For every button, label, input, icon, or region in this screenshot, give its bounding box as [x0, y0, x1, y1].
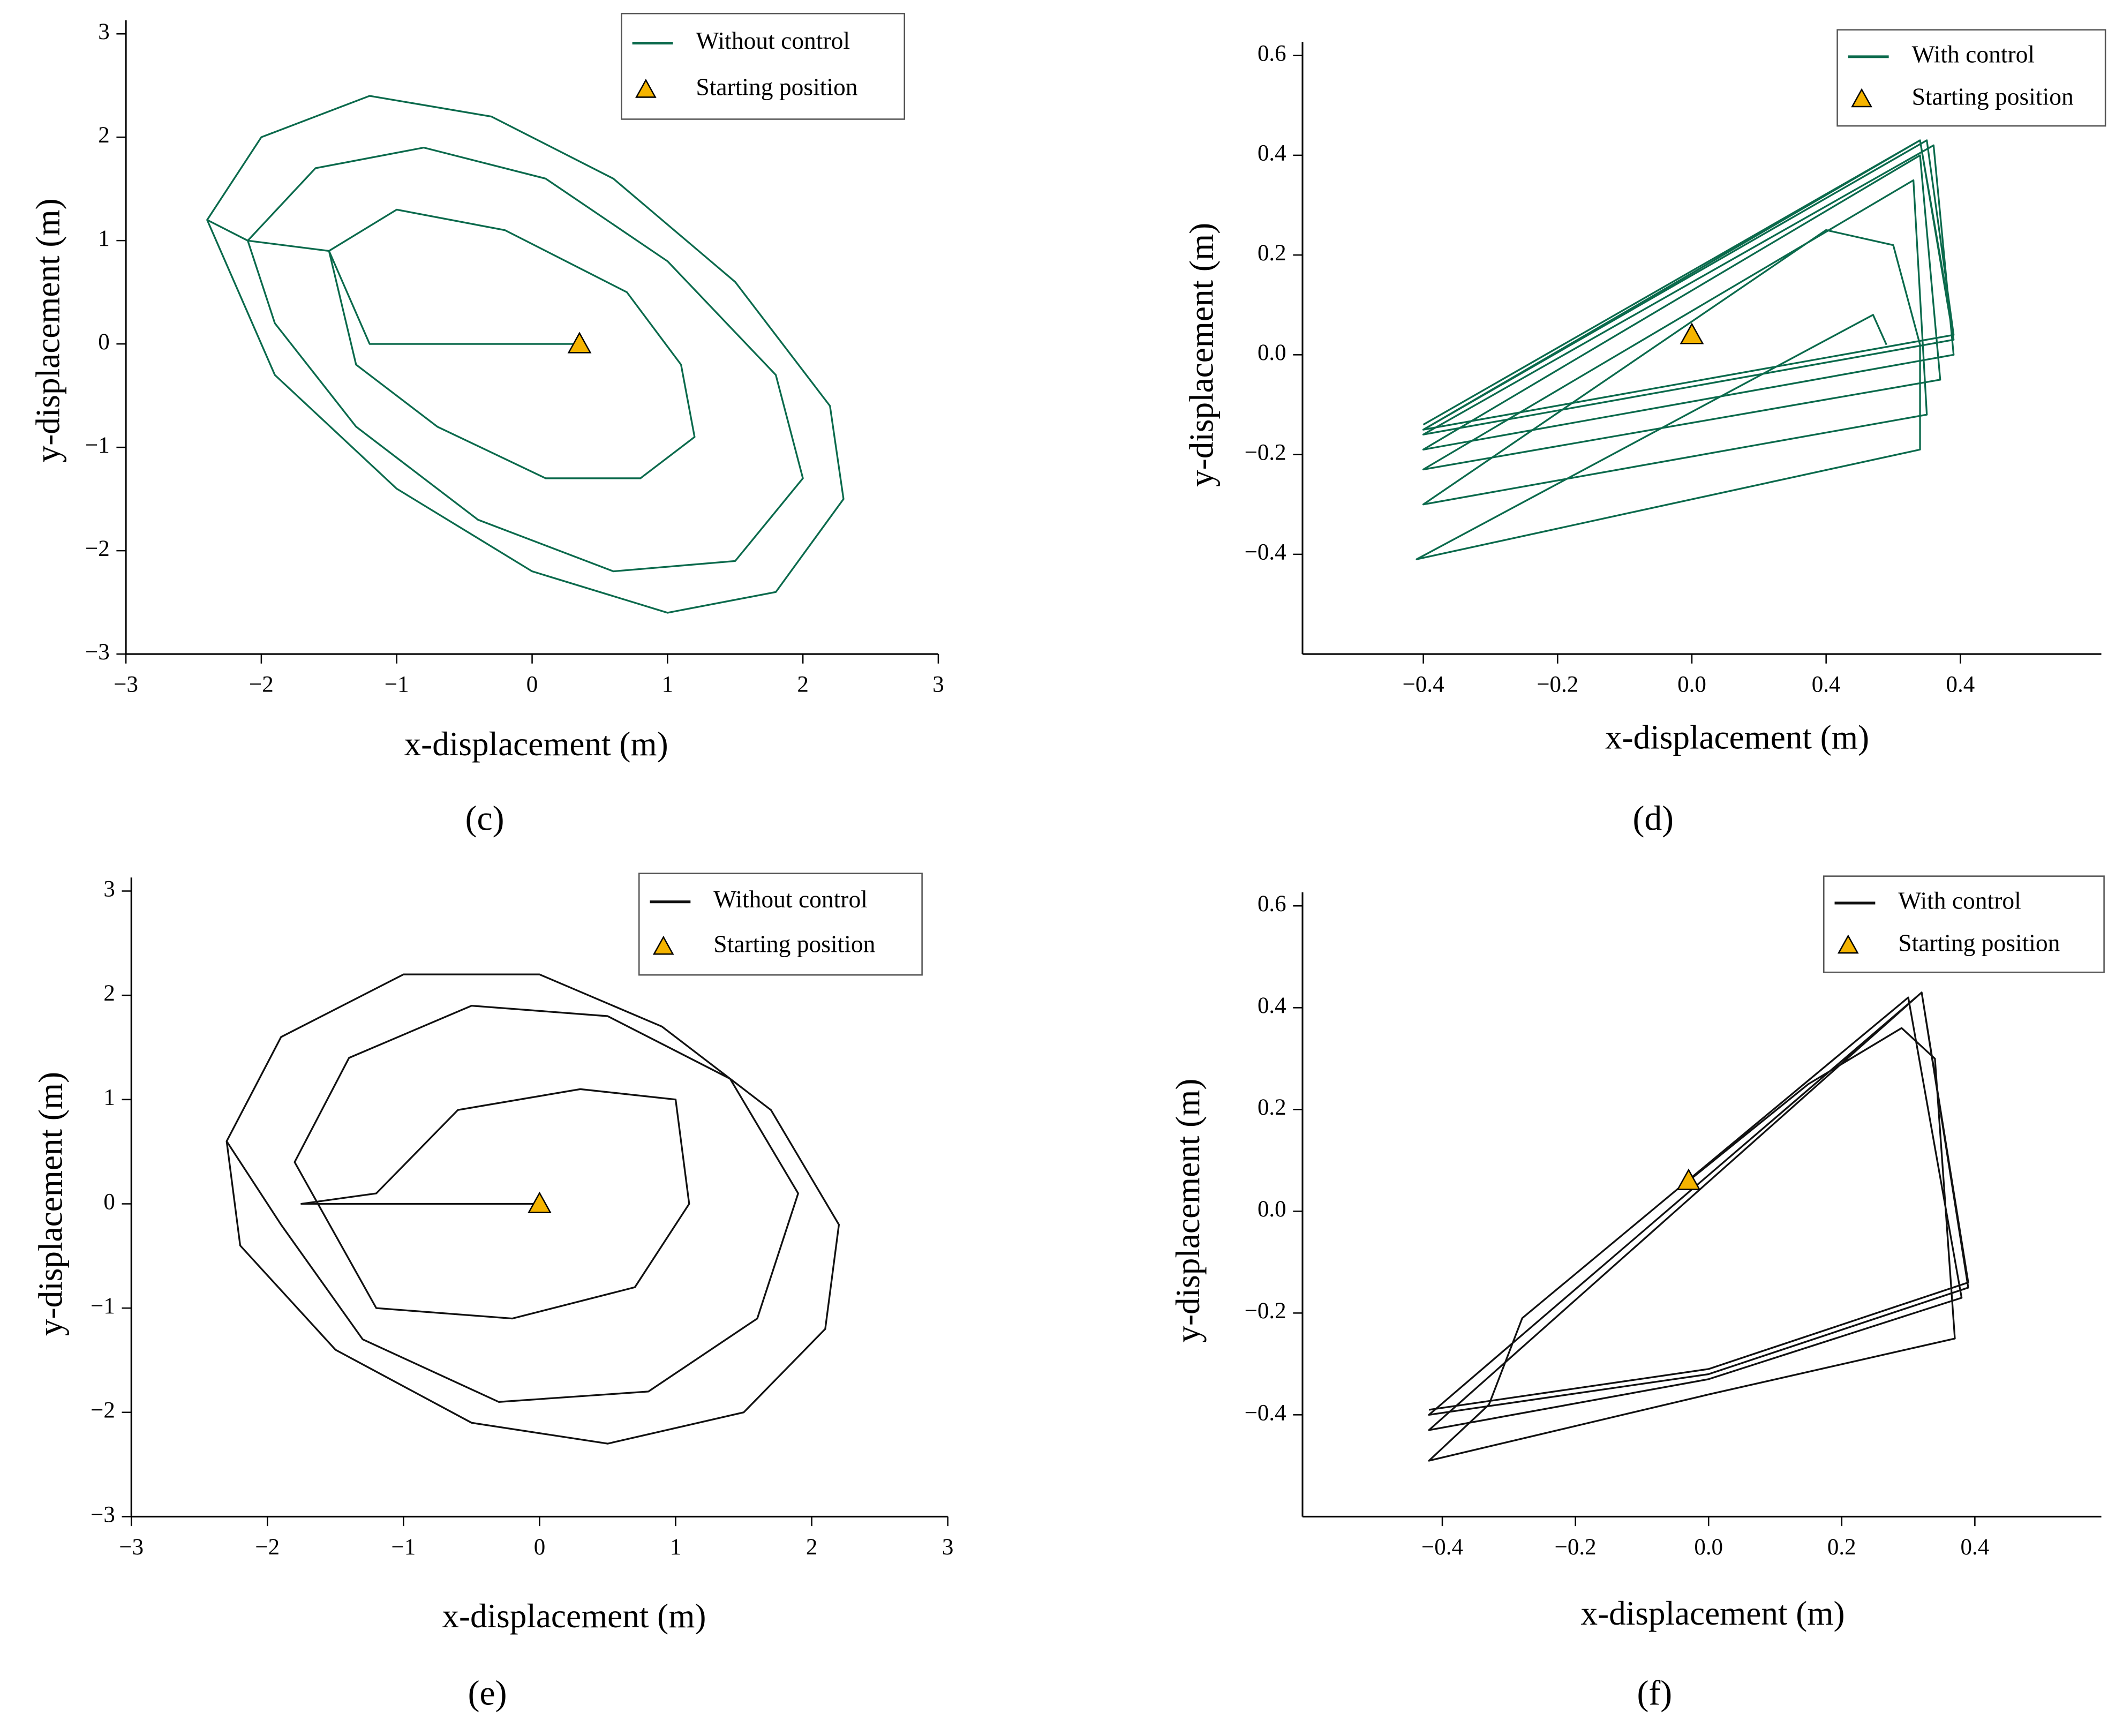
legend-marker — [635, 78, 657, 98]
y-tick-label: −3 — [85, 640, 110, 665]
y-tick-label: 0 — [98, 329, 109, 355]
y-tick-label: 0.4 — [1258, 993, 1286, 1018]
legend-label: Starting position — [696, 73, 857, 101]
y-tick-label: 0.0 — [1258, 1197, 1286, 1222]
legend-marker — [1837, 934, 1859, 954]
legend-label: Starting position — [713, 930, 875, 958]
x-tick-label: −3 — [114, 672, 138, 697]
x-tick-label: −2 — [249, 672, 274, 697]
x-tick-label: 0.4 — [1812, 672, 1841, 697]
trajectory — [206, 95, 845, 614]
y-tick-label: 0.4 — [1258, 141, 1286, 166]
y-axis-label: y-displacement (m) — [1169, 1079, 1207, 1343]
x-tick-label: 3 — [932, 672, 944, 697]
x-tick-label: −0.2 — [1555, 1535, 1597, 1560]
legend-box — [621, 13, 906, 120]
y-tick-label: 3 — [103, 876, 115, 901]
y-tick-label: 0.6 — [1258, 891, 1286, 916]
y-tick-label: −3 — [91, 1502, 115, 1527]
x-tick-label: −1 — [385, 672, 409, 697]
y-axis-label: y-displacement (m) — [1183, 223, 1220, 487]
caption: (f) — [1637, 1674, 1672, 1713]
legend-label: Without control — [696, 27, 850, 54]
legend-label: With control — [1898, 886, 2021, 914]
y-tick-label: −2 — [91, 1398, 115, 1423]
x-axis-label: x-displacement (m) — [442, 1597, 706, 1635]
x-tick-label: 0.4 — [1961, 1535, 1990, 1560]
x-tick-label: 0 — [534, 1535, 545, 1560]
y-tick-label: 1 — [103, 1085, 115, 1110]
y-tick-label: 0 — [103, 1189, 115, 1214]
y-tick-label: −1 — [85, 433, 110, 458]
y-tick-label: −0.2 — [1245, 440, 1286, 465]
x-tick-label: 0.2 — [1827, 1535, 1856, 1560]
legend-box — [638, 873, 923, 976]
x-tick-label: 0.4 — [1946, 672, 1975, 697]
trajectory — [225, 973, 840, 1445]
y-tick-label: −0.4 — [1245, 540, 1286, 565]
start-marker — [1680, 322, 1704, 344]
y-tick-label: −1 — [91, 1294, 115, 1319]
y-axis-label: y-displacement (m) — [32, 1072, 70, 1336]
legend-label: Without control — [713, 885, 868, 913]
legend-label: With control — [1912, 40, 2035, 67]
y-tick-label: −0.2 — [1245, 1298, 1286, 1324]
y-tick-label: 2 — [98, 123, 109, 148]
x-tick-label: −3 — [119, 1535, 144, 1560]
y-tick-label: 0.0 — [1258, 340, 1286, 365]
start-marker — [567, 332, 592, 354]
x-axis-label: x-displacement (m) — [1605, 718, 1869, 756]
legend-marker — [652, 935, 674, 955]
x-tick-label: −0.4 — [1403, 672, 1444, 697]
x-tick-label: 2 — [806, 1535, 817, 1560]
x-tick-label: 1 — [670, 1535, 681, 1560]
x-axis-label: x-displacement (m) — [1580, 1595, 1845, 1632]
x-tick-label: −2 — [255, 1535, 280, 1560]
x-tick-label: −1 — [392, 1535, 416, 1560]
x-axis-label: x-displacement (m) — [404, 725, 668, 763]
legend-box — [1836, 29, 2106, 127]
y-tick-label: 0.2 — [1258, 241, 1286, 266]
caption: (e) — [468, 1674, 507, 1713]
legend-label: Starting position — [1912, 82, 2074, 110]
x-tick-label: −0.2 — [1537, 672, 1578, 697]
x-tick-label: −0.4 — [1421, 1535, 1463, 1560]
x-tick-label: 0.0 — [1694, 1535, 1723, 1560]
trajectory — [1416, 139, 1955, 560]
x-tick-label: 0.0 — [1677, 672, 1706, 697]
start-marker — [1676, 1168, 1701, 1190]
legend-box — [1823, 875, 2105, 973]
trajectory — [1428, 991, 1969, 1462]
y-tick-label: 3 — [98, 19, 109, 44]
y-tick-label: 1 — [98, 226, 109, 251]
x-tick-label: 3 — [942, 1535, 953, 1560]
caption: (c) — [465, 799, 505, 838]
y-tick-label: 0.2 — [1258, 1095, 1286, 1120]
legend-label: Starting position — [1898, 929, 2060, 956]
y-tick-label: 2 — [103, 981, 115, 1006]
y-tick-label: 0.6 — [1258, 41, 1286, 66]
x-tick-label: 1 — [662, 672, 673, 697]
legend-marker — [1851, 88, 1872, 108]
x-tick-label: 0 — [526, 672, 538, 697]
x-tick-label: 2 — [797, 672, 808, 697]
y-tick-label: −0.4 — [1245, 1400, 1286, 1425]
start-marker — [528, 1191, 552, 1213]
y-tick-label: −2 — [85, 536, 110, 561]
caption: (d) — [1632, 799, 1674, 838]
y-axis-label: y-displacement (m) — [29, 198, 67, 462]
